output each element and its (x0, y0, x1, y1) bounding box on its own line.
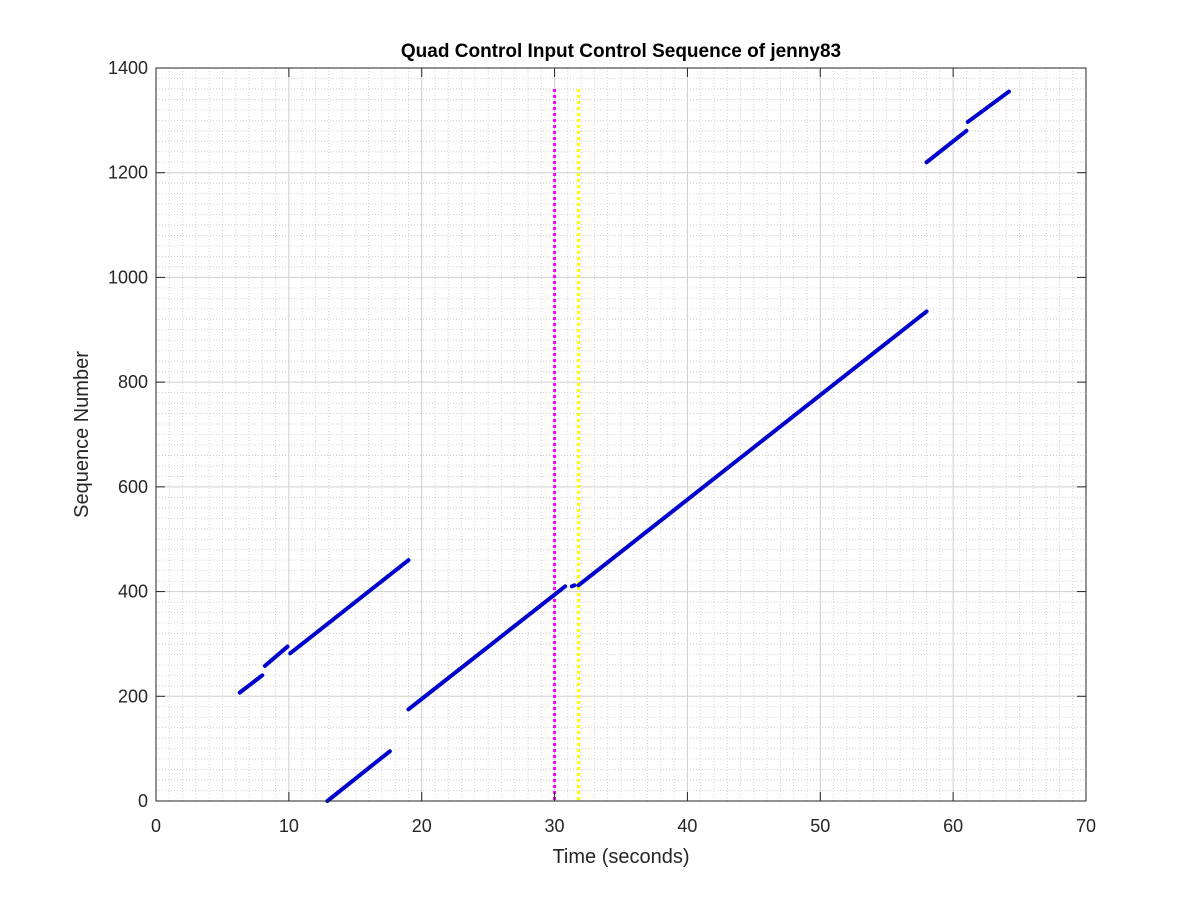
x-tick-label: 20 (412, 816, 432, 836)
x-tick-label: 60 (943, 816, 963, 836)
y-tick-label: 0 (138, 791, 148, 811)
data-segment-4 (325, 749, 392, 803)
plot-data (237, 89, 1011, 803)
chart-title: Quad Control Input Control Sequence of j… (401, 41, 841, 62)
y-tick-label: 800 (118, 372, 148, 392)
minor-grid (155, 67, 1087, 802)
data-segment-5 (406, 584, 568, 712)
data-segment-3 (288, 558, 411, 656)
x-tick-label: 70 (1076, 816, 1096, 836)
y-tick-label: 200 (118, 686, 148, 706)
vertical-markers (553, 88, 580, 801)
data-segment-1 (237, 673, 265, 695)
data-segment-7 (576, 309, 929, 588)
data-segment-2 (262, 644, 290, 668)
x-tick-label: 30 (545, 816, 565, 836)
y-tick-label: 400 (118, 582, 148, 602)
x-tick-label: 50 (810, 816, 830, 836)
data-segment-8 (924, 128, 969, 165)
x-tick-label: 40 (677, 816, 697, 836)
y-tick-label: 1200 (108, 163, 148, 183)
x-tick-label: 0 (151, 816, 161, 836)
x-axis-label: Time (seconds) (552, 846, 689, 868)
axes-box (155, 67, 1087, 802)
y-tick-label: 1000 (108, 267, 148, 287)
data-segment-9 (965, 89, 1011, 124)
data-segment-6 (569, 583, 577, 589)
x-tick-label: 10 (279, 816, 299, 836)
ticks: 0 10 20 30 40 50 60 70 0 200 400 600 800 1000 1200 1400 (108, 58, 1096, 836)
y-tick-label: 600 (118, 477, 148, 497)
y-tick-label: 1400 (108, 58, 148, 78)
y-axis-label: Sequence Number (71, 351, 93, 518)
